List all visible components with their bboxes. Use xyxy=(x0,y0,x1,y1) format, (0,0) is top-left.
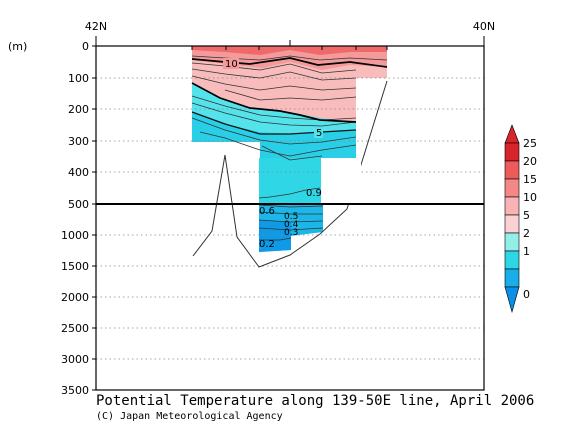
colorbar xyxy=(504,124,520,314)
contour-label: 10 xyxy=(225,59,238,70)
data-gaps xyxy=(321,158,361,203)
contour-labels: 10 5 0.9 0.6 0.5 0.4 0.3 0.2 xyxy=(223,58,323,250)
y-tick-label: 300 xyxy=(68,135,89,148)
y-tick-label: 3000 xyxy=(61,353,89,366)
deep-column-bottom xyxy=(259,220,291,252)
colorbar-swatch xyxy=(504,214,520,234)
colorbar-swatch xyxy=(504,196,520,216)
x-tick-label: 40N xyxy=(473,20,495,33)
y-tick-label: 100 xyxy=(68,72,89,85)
contour-label: 0.3 xyxy=(284,228,298,238)
contour-5 xyxy=(191,82,357,123)
y-tick-label: 200 xyxy=(68,103,89,116)
grid xyxy=(96,77,484,360)
y-axis-labels: 0 100 200 300 400 500 1000 1500 2000 250… xyxy=(61,40,89,397)
y-tick-label: 400 xyxy=(68,166,89,179)
x-axis-ticks xyxy=(95,36,485,50)
colorbar-swatch xyxy=(504,250,520,270)
y-axis-unit: (m) xyxy=(8,40,27,53)
deep-column xyxy=(259,158,321,204)
x-tick-label: 42N xyxy=(85,20,107,33)
y-tick-label: 1500 xyxy=(61,260,89,273)
cold-layer-deep xyxy=(192,112,356,158)
colorbar-label: 2 xyxy=(523,227,530,240)
chart-title: Potential Temperature along 139-50E line… xyxy=(96,393,534,409)
warm-layer-red xyxy=(192,46,387,55)
colorbar-label: 5 xyxy=(523,209,530,222)
contour-label: 0.9 xyxy=(306,188,322,199)
y-tick-label: 2000 xyxy=(61,291,89,304)
y-tick-label: 2500 xyxy=(61,322,89,335)
colorbar-label: 20 xyxy=(523,155,537,168)
contour-label: 0.2 xyxy=(259,239,275,250)
colorbar-swatch xyxy=(504,142,520,162)
colorbar-swatch xyxy=(504,178,520,198)
y-axis-ticks xyxy=(92,45,96,391)
credit-text: (C) Japan Meteorological Agency xyxy=(96,411,283,422)
y-tick-label: 0 xyxy=(82,40,89,53)
contour-lines xyxy=(191,55,388,241)
colorbar-cap-bottom xyxy=(504,286,520,314)
colorbar-swatch xyxy=(504,232,520,252)
colorbar-label: 15 xyxy=(523,173,537,186)
contour-label: 5 xyxy=(316,128,322,139)
contour-label: 0.4 xyxy=(284,220,299,230)
colorbar-swatch xyxy=(504,160,520,180)
y-tick-label: 3500 xyxy=(61,384,89,397)
colorbar-label: 10 xyxy=(523,191,537,204)
colorbar-label: 0 xyxy=(523,288,530,301)
contour-2 xyxy=(191,111,357,135)
colorbar-cap-top xyxy=(504,124,520,144)
colorbar-labels: 25 20 15 10 5 2 1 0 xyxy=(523,137,537,301)
contour-label: 0.6 xyxy=(259,206,275,217)
colorbar-swatch xyxy=(504,268,520,288)
contour-label: 0.5 xyxy=(284,212,298,222)
y-tick-label: 500 xyxy=(68,198,89,211)
shaded-field xyxy=(192,46,387,252)
y-tick-label: 1000 xyxy=(61,229,89,242)
colorbar-label: 25 xyxy=(523,137,537,150)
colorbar-label: 1 xyxy=(523,245,530,258)
